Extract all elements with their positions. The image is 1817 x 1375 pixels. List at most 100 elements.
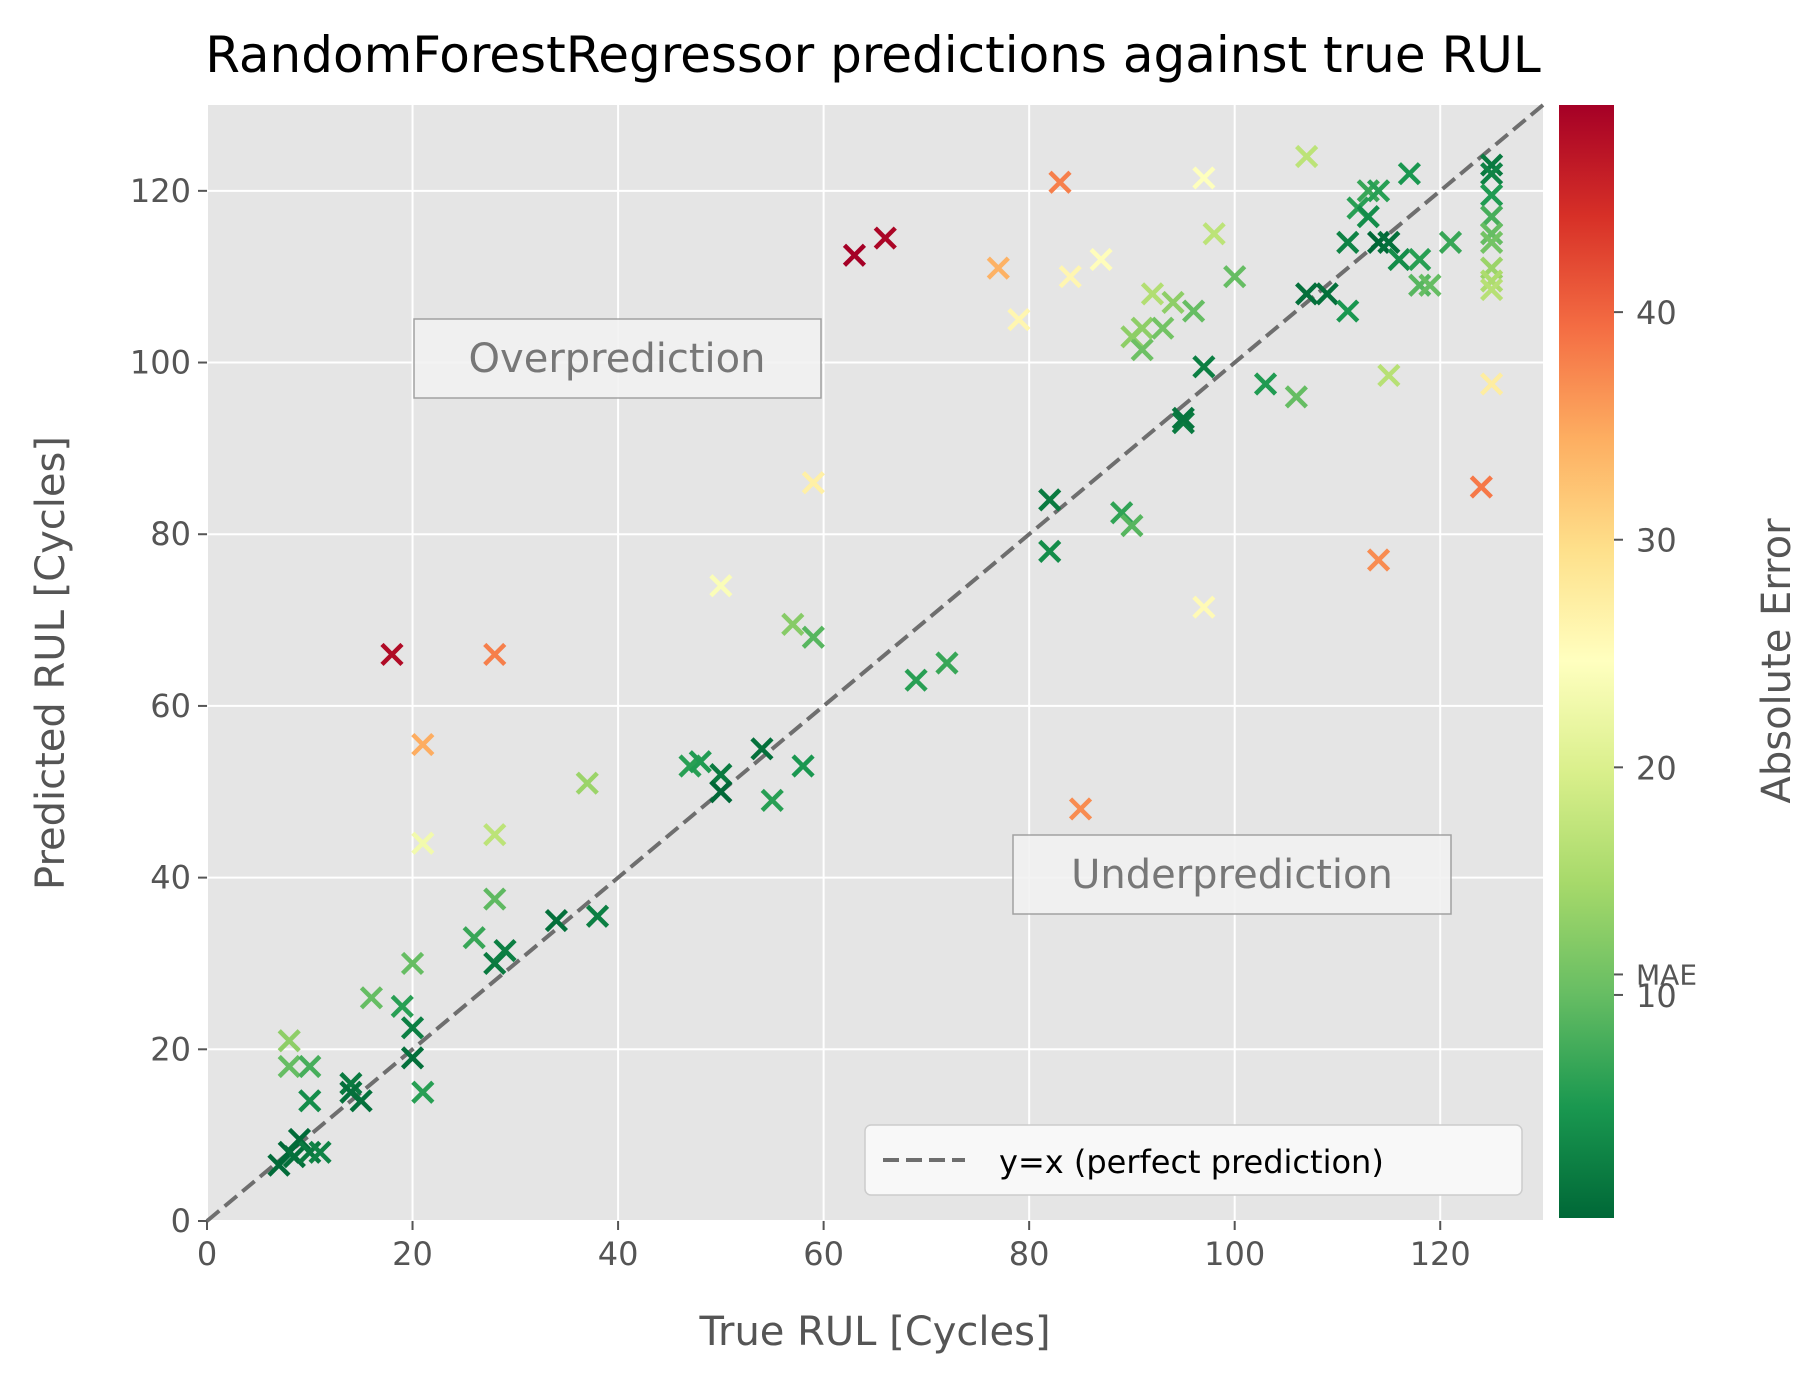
data-point	[1418, 273, 1442, 297]
data-point	[411, 831, 435, 855]
data-point	[1480, 183, 1504, 207]
data-point	[1377, 230, 1401, 254]
y-tick-label: 20	[150, 1030, 191, 1068]
data-point	[1140, 282, 1165, 306]
chart-title: RandomForestRegressor predictions agains…	[205, 26, 1541, 84]
data-point	[400, 1046, 425, 1070]
data-point	[1336, 299, 1360, 323]
data-point	[1295, 144, 1319, 169]
y-axis-ticks: 0 20 40 60 80 100 120	[130, 172, 207, 1240]
data-point	[1469, 475, 1493, 499]
data-point	[935, 651, 959, 675]
data-point	[1007, 308, 1031, 332]
data-point	[1089, 247, 1113, 272]
data-point	[801, 471, 825, 495]
legend-box	[864, 1124, 1523, 1196]
data-point	[760, 788, 784, 812]
data-point	[1480, 153, 1504, 177]
annotation-overprediction: Overprediction	[413, 318, 822, 399]
data-point	[585, 904, 610, 928]
data-point	[801, 625, 825, 649]
colorbar-tick-label: 20	[1636, 749, 1677, 787]
data-point	[1161, 290, 1185, 315]
data-point	[1480, 277, 1504, 302]
data-point	[483, 642, 507, 667]
data-point	[1336, 230, 1360, 254]
data-point	[1171, 411, 1195, 435]
y-tick-label: 60	[150, 687, 191, 725]
x-axis-label: True RUL [Cycles]	[698, 1309, 1050, 1355]
scatter-points	[267, 144, 1504, 1177]
data-point	[1253, 372, 1278, 396]
data-point	[1480, 269, 1504, 293]
data-point	[1202, 222, 1226, 246]
data-point	[709, 574, 733, 598]
data-point	[483, 887, 507, 911]
data-point	[1192, 355, 1216, 379]
y-tick-label: 0	[171, 1202, 191, 1240]
annotation-underprediction-text: Underprediction	[1071, 852, 1393, 898]
data-point	[1480, 205, 1504, 229]
x-tick-label: 120	[1410, 1235, 1471, 1273]
data-point	[1480, 372, 1504, 396]
data-point	[1480, 222, 1504, 246]
data-point	[1130, 316, 1154, 340]
data-point	[277, 1029, 301, 1053]
data-point	[493, 938, 517, 963]
y-tick-label: 120	[130, 172, 191, 210]
colorbar-tick-label: 30	[1636, 522, 1677, 560]
x-tick-label: 0	[197, 1235, 217, 1273]
data-point	[709, 763, 733, 787]
colorbar-label: Absolute Error	[1754, 518, 1800, 804]
reference-line	[205, 103, 1545, 1223]
legend: y=x (perfect prediction)	[864, 1124, 1523, 1196]
data-point	[1438, 230, 1463, 254]
annotation-underprediction: Underprediction	[1012, 834, 1452, 915]
data-point	[483, 823, 507, 847]
data-point	[750, 737, 774, 761]
data-point	[339, 1072, 363, 1096]
data-point	[1366, 179, 1391, 203]
annotation-overprediction-text: Overprediction	[469, 336, 766, 382]
data-point	[298, 1054, 322, 1079]
data-point	[781, 612, 805, 636]
data-point	[359, 986, 384, 1010]
data-point	[1068, 797, 1093, 821]
data-point	[411, 1080, 435, 1104]
data-point	[1284, 385, 1308, 409]
x-axis-ticks: 0 20 40 60 80 100 120	[197, 1221, 1471, 1273]
data-point	[1377, 363, 1401, 388]
colorbar-tick-label: 10	[1636, 977, 1677, 1015]
colorbar-mae-label: MAE	[1636, 958, 1697, 991]
data-point	[1048, 170, 1072, 194]
data-point	[1130, 338, 1154, 362]
y-tick-label: 80	[150, 515, 191, 553]
colorbar	[1559, 105, 1614, 1218]
data-point	[544, 908, 569, 933]
colorbar-ticks: 10 20 30 40 MAE	[1614, 294, 1697, 1015]
data-point	[1295, 282, 1319, 306]
data-point	[380, 642, 404, 667]
data-point	[1181, 299, 1206, 323]
data-point	[411, 732, 435, 757]
legend-label: y=x (perfect prediction)	[999, 1143, 1384, 1181]
data-point	[462, 926, 486, 950]
data-point	[1397, 162, 1421, 186]
data-point	[308, 1140, 332, 1164]
data-point	[1192, 166, 1216, 190]
data-point	[791, 754, 815, 778]
x-tick-label: 100	[1204, 1235, 1265, 1273]
data-point	[1408, 247, 1432, 272]
data-point	[986, 256, 1010, 280]
data-point	[1223, 265, 1247, 289]
data-point	[400, 951, 425, 976]
data-point	[904, 668, 928, 692]
data-point	[575, 771, 599, 795]
data-point	[1387, 247, 1411, 272]
y-axis-label: Predicted RUL [Cycles]	[28, 436, 74, 890]
data-point	[1151, 316, 1175, 340]
data-point	[709, 780, 733, 804]
y-tick-label: 100	[130, 344, 191, 382]
x-tick-label: 80	[1009, 1235, 1050, 1273]
